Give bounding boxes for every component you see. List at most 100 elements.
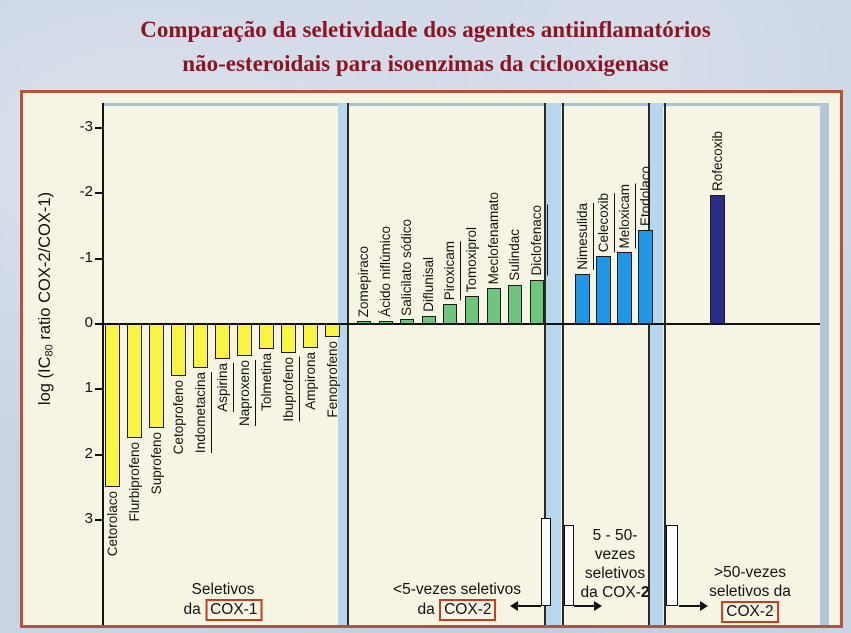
panel-divider-line xyxy=(664,103,666,625)
y-tick-label: -3 xyxy=(79,118,93,136)
caption-text: da xyxy=(417,601,440,618)
y-axis-line xyxy=(102,103,104,625)
caption-line: COX-2 xyxy=(709,601,791,623)
y-tick xyxy=(95,323,103,325)
bar-label-fenoprofeno: Fenoprofeno xyxy=(324,341,340,418)
bar-meclofenamato xyxy=(486,288,501,324)
y-tick xyxy=(95,257,103,260)
caption-line: >50-vezes xyxy=(709,563,791,582)
y-axis-label: log (IC80 ratio COX-2/COX-1) xyxy=(36,192,55,405)
range-arrow-line xyxy=(574,605,594,607)
bar-flurbiprofeno xyxy=(127,324,142,439)
y-axis-label-subscript: 80 xyxy=(43,344,56,357)
caption-text: 5 - 50- xyxy=(592,527,638,544)
bar-label-salicilato-sodico: Salicilato sódico xyxy=(399,218,415,316)
bar-label-ibuprofeno: Ibuprofeno xyxy=(279,357,300,422)
y-axis-label-prefix: log (IC xyxy=(36,356,54,406)
cox-red-box: COX-2 xyxy=(721,601,779,623)
bar-label-tolmetina: Tolmetina xyxy=(258,353,274,412)
range-arrow-head xyxy=(510,601,518,611)
caption-line: Seletivos xyxy=(184,580,263,599)
bar-meloxicam xyxy=(617,252,632,324)
selectivity-caption-cox2gt50: >50-vezes seletivos da COX-2 xyxy=(709,563,791,623)
bar-aspirina xyxy=(215,324,230,360)
bar-suprofeno xyxy=(149,324,164,429)
bar-label-cetorolaco: Cetorolaco xyxy=(104,491,120,557)
bar-piroxicam xyxy=(443,304,458,324)
bar-label-sulindac: Sulindac xyxy=(507,229,523,281)
bar-cetoprofeno xyxy=(171,324,186,377)
caption-line: da COX-1 xyxy=(184,599,263,621)
caption-line: <5-vezes seletivos xyxy=(393,580,521,599)
bar-label-cetoprofeno: Cetoprofeno xyxy=(170,380,186,455)
slide-title: Comparação da seletividade dos agentes a… xyxy=(0,13,851,81)
bar-label-meloxicam: Meloxicam xyxy=(615,183,636,249)
bar-celecoxib xyxy=(596,256,611,324)
caption-text: Seletivos xyxy=(191,581,255,598)
bar-ibuprofeno xyxy=(281,324,296,354)
panel-divider-line xyxy=(347,103,349,625)
y-tick-label: 1 xyxy=(84,379,93,397)
slide-title-line-2: não-esteroidais para isoenzimas da ciclo… xyxy=(182,51,669,76)
y-tick-label: -1 xyxy=(79,248,93,266)
bar-indometacina xyxy=(193,324,208,368)
caption-text: 2 xyxy=(640,584,650,601)
bar-label-celecoxib: Celecoxib xyxy=(594,192,615,253)
range-bracket xyxy=(541,518,551,606)
cox-red-box: COX-2 xyxy=(439,599,497,621)
y-tick-label: 3 xyxy=(84,509,93,527)
bar-ampirona xyxy=(303,324,318,349)
plot-area: log (IC80 ratio COX-2/COX-1) -3 -2 -1 0 1 2 3 C… xyxy=(23,93,840,625)
y-tick xyxy=(95,453,103,456)
bar-label-etodolaco: Etodolaco xyxy=(637,165,653,226)
bar-label-aspirina: Aspirina xyxy=(213,363,234,413)
y-tick-label: 0 xyxy=(84,314,93,331)
caption-text: >50-vezes xyxy=(714,564,786,581)
bar-naproxeno xyxy=(237,324,252,356)
caption-text: vezes xyxy=(594,546,636,563)
bar-label-nimesulida: Nimesulida xyxy=(573,202,594,270)
panel-divider-line xyxy=(648,103,650,625)
y-tick xyxy=(95,388,103,391)
bar-nimesulida xyxy=(575,273,590,324)
caption-line: seletivos xyxy=(581,564,650,583)
bar-label-suprofeno: Suprofeno xyxy=(148,432,164,495)
bar-label-zomepiraco: Zomepiraco xyxy=(356,246,371,318)
y-tick xyxy=(95,192,103,195)
bar-label-meclofenamato: Meclofenamato xyxy=(485,191,501,285)
cox-red-box: COX-1 xyxy=(205,599,263,621)
caption-text: da xyxy=(183,601,206,618)
range-arrow-line xyxy=(679,605,700,607)
range-bracket xyxy=(564,525,574,606)
y-tick xyxy=(95,518,103,521)
caption-text: <5-vezes seletivos xyxy=(393,581,521,598)
bar-label-diclofenaco: Diclofenaco xyxy=(527,205,548,276)
bar-tomoxiprol xyxy=(465,295,479,324)
plot-top-border xyxy=(103,103,829,106)
range-arrow-line xyxy=(517,605,541,607)
bar-diclofenaco xyxy=(529,279,544,324)
y-tick-label: 2 xyxy=(84,444,93,462)
y-tick xyxy=(95,127,103,130)
caption-text: seletivos da xyxy=(709,583,791,600)
selectivity-caption-cox1: Seletivos da COX-1 xyxy=(184,580,263,621)
bar-etodolaco xyxy=(638,229,653,324)
y-tick-label: -2 xyxy=(79,183,93,201)
panel-divider-line xyxy=(544,103,546,625)
y-axis-label-suffix: ratio COX-2/COX-1) xyxy=(36,192,54,345)
bar-label-rofecoxib: Rofecoxib xyxy=(709,131,725,192)
panel-divider-line xyxy=(562,103,564,625)
caption-line: da COX-2 xyxy=(393,599,521,621)
bar-label-indometacina: Indometacina xyxy=(191,371,212,453)
bar-tolmetina xyxy=(259,324,274,350)
caption-line: da COX-2 xyxy=(581,583,650,602)
range-arrow-head xyxy=(700,601,708,611)
range-bracket xyxy=(666,525,678,606)
slide-title-line-1: Comparação da seletividade dos agentes a… xyxy=(140,17,711,42)
bar-label-tomoxiprol: Tomoxiprol xyxy=(464,226,479,292)
bar-label-ampirona: Ampirona xyxy=(302,352,318,410)
bar-fenoprofeno xyxy=(325,324,340,338)
bar-label-flurbiprofeno: Flurbiprofeno xyxy=(126,442,142,522)
selectivity-caption-cox2mid: 5 - 50- vezes seletivos da COX-2 xyxy=(581,526,650,602)
